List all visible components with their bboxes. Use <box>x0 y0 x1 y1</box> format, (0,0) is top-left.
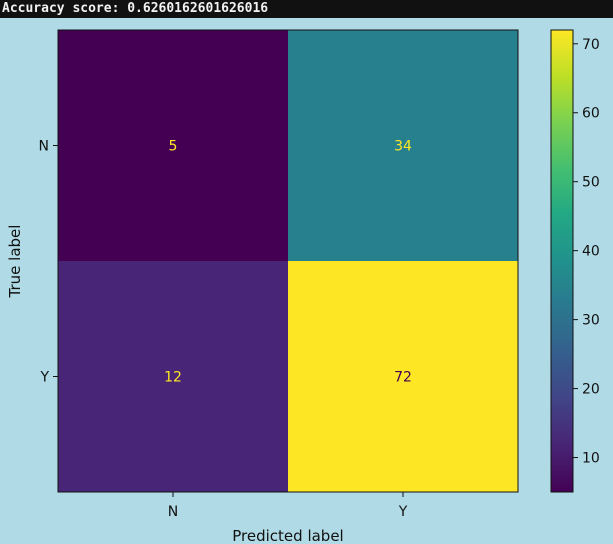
colorbar-tick-label: 30 <box>582 313 600 329</box>
matrix-cell-n-y <box>288 30 518 261</box>
plot-frame <box>57 29 519 493</box>
y-tick-label: N <box>39 139 49 155</box>
matrix-cell-value: 72 <box>394 370 412 386</box>
y-axis-title: True label <box>6 225 24 299</box>
matrix-cell-y-n <box>58 261 288 492</box>
colorbar <box>550 29 574 493</box>
colorbar-tick-label: 50 <box>582 175 600 191</box>
colorbar-tick-label: 70 <box>582 37 600 53</box>
y-tick-label: Y <box>39 370 49 386</box>
accuracy-score-output: Accuracy score: 0.6260162601626016 <box>0 0 613 18</box>
x-tick-label: N <box>168 504 178 520</box>
colorbar-tick-label: 60 <box>582 106 600 122</box>
matrix-cell-value: 34 <box>394 139 412 155</box>
matrix-cell-value: 5 <box>169 139 178 155</box>
colorbar-tick-label: 40 <box>582 244 600 260</box>
matrix-cell-y-y <box>288 261 518 492</box>
colorbar-tick-label: 20 <box>582 382 600 398</box>
x-tick-label: Y <box>398 504 408 520</box>
matrix-cell-value: 12 <box>164 370 182 386</box>
x-axis-title: Predicted label <box>232 527 343 544</box>
matrix-cell-n-n <box>58 30 288 261</box>
colorbar-tick-label: 10 <box>582 451 600 467</box>
